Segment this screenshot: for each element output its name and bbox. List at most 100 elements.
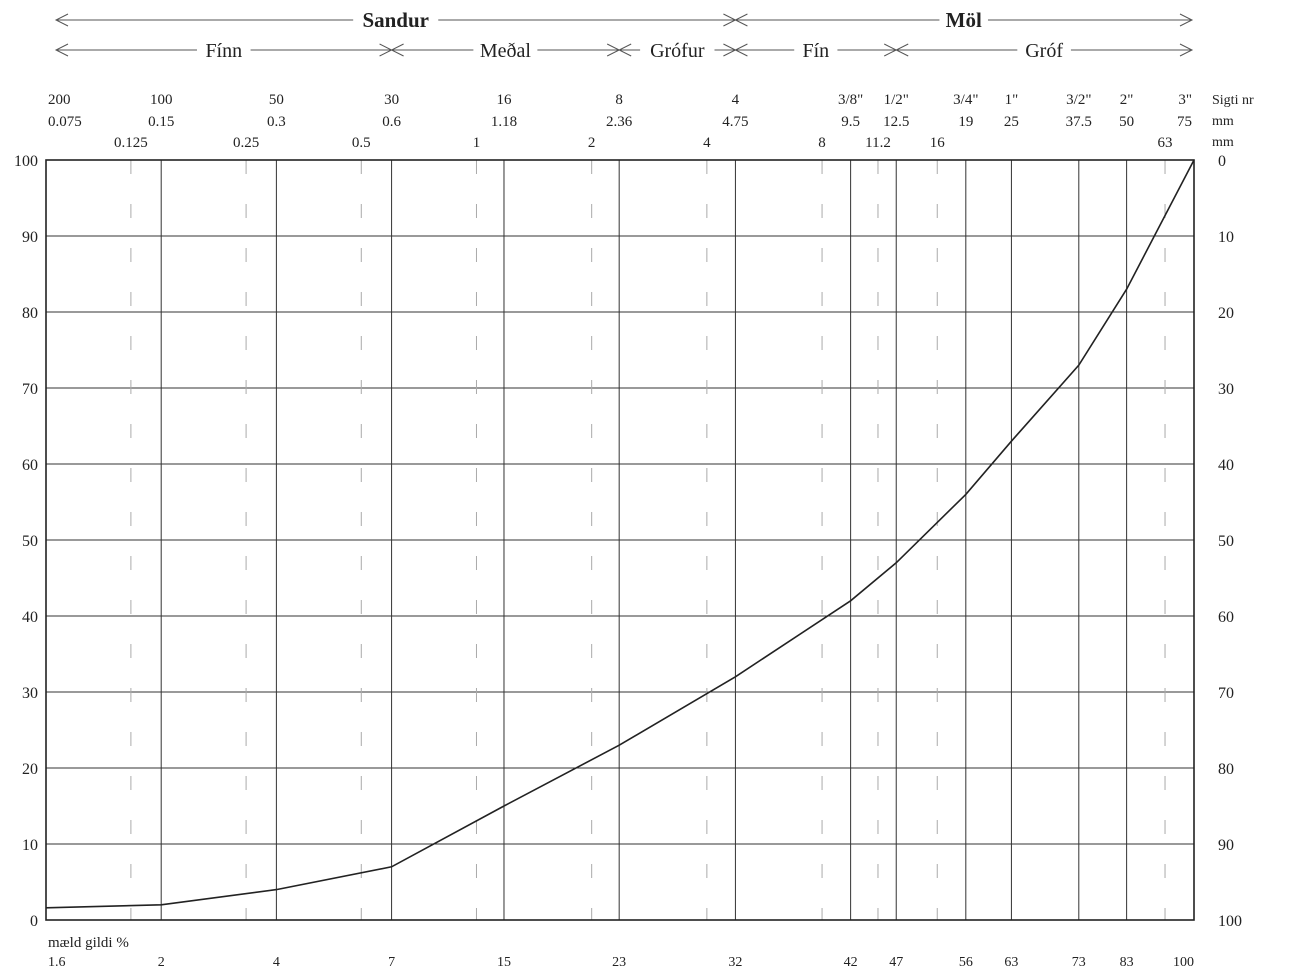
y-left-tick-label: 60 <box>22 457 38 474</box>
sieve-mm-label: 50 <box>1119 114 1134 130</box>
measured-values-label: mæld gildi % <box>48 935 129 951</box>
sieve-mm-label: 9.5 <box>841 114 860 130</box>
size-class-label: Fín <box>802 40 829 62</box>
size-class-label: Sandur <box>362 8 429 32</box>
sieve-mm-label-secondary: 11.2 <box>865 135 891 151</box>
sieve-number-label: 3" <box>1178 92 1192 108</box>
sieve-mm-label: 25 <box>1004 114 1019 130</box>
sieve-number-label: 2" <box>1120 92 1134 108</box>
sieve-number-label: 4 <box>732 92 740 108</box>
y-left-tick-label: 10 <box>22 837 38 854</box>
measured-value-label: 47 <box>889 955 903 970</box>
sieve-mm-label: 0.6 <box>382 114 401 130</box>
sieve-number-label: 8 <box>615 92 623 108</box>
size-class-band: Fín <box>734 40 898 62</box>
y-left-tick-label: 30 <box>22 685 38 702</box>
y-axes: 1009080706050403020100010203040506070809… <box>14 153 1242 930</box>
sieve-number-label: 1/2" <box>884 92 909 108</box>
y-left-tick-label: 50 <box>22 533 38 550</box>
sieve-mm-label-secondary: 16 <box>930 135 946 151</box>
measured-values: mæld gildi %1.6 2 4 7 15 23 32 42 47 56 63 73 83 100 <box>48 935 1194 970</box>
measured-value-label: 56 <box>959 955 973 970</box>
size-class-band: Gróf <box>895 40 1194 62</box>
arrow-right-icon <box>1179 13 1194 27</box>
size-class-band: Fínn <box>54 40 393 62</box>
arrow-right-icon <box>1179 43 1194 57</box>
sieve-mm-label: 37.5 <box>1066 114 1092 130</box>
sieve-mm-label: 0.15 <box>148 114 174 130</box>
sieve-number-label: 3/4" <box>953 92 978 108</box>
y-left-tick-label: 20 <box>22 761 38 778</box>
measured-value-label: 73 <box>1072 955 1086 970</box>
sieve-mm-label-secondary: 4 <box>703 135 711 151</box>
y-right-tick-label: 20 <box>1218 305 1234 322</box>
sieve-mm-label-secondary: 2 <box>588 135 596 151</box>
y-right-tick-label: 70 <box>1218 685 1234 702</box>
size-class-header: Sandur Möl Fínn Meðal Grófur Fín Gróf <box>54 8 1194 62</box>
measured-value-label: 83 <box>1120 955 1134 970</box>
size-class-label: Gróf <box>1025 40 1063 62</box>
y-right-tick-label: 60 <box>1218 609 1234 626</box>
sieve-number-label: 1" <box>1005 92 1019 108</box>
size-class-label: Fínn <box>205 40 242 62</box>
measured-value-label: 23 <box>612 955 626 970</box>
y-right-tick-label: 40 <box>1218 457 1234 474</box>
sieve-number-label: 16 <box>496 92 512 108</box>
y-right-tick-label: 100 <box>1218 913 1242 930</box>
sieve-mm-label-secondary: 0.5 <box>352 135 371 151</box>
sieve-mm-label: 4.75 <box>722 114 748 130</box>
sieve-mm-label-secondary: 0.125 <box>114 135 148 151</box>
sieve-mm-label-secondary: 8 <box>818 135 826 151</box>
y-right-tick-label: 0 <box>1218 153 1226 170</box>
plot-frame <box>45 159 1195 921</box>
y-right-tick-label: 50 <box>1218 533 1234 550</box>
sieve-number-label: 50 <box>269 92 284 108</box>
sieve-number-label: 3/2" <box>1066 92 1091 108</box>
y-right-tick-label: 90 <box>1218 837 1234 854</box>
sieve-mm-label: 2.36 <box>606 114 633 130</box>
arrow-left-icon <box>618 43 632 57</box>
sieve-mm-label: 0.3 <box>267 114 286 130</box>
right-header-label: mm <box>1212 114 1234 129</box>
y-left-tick-label: 90 <box>22 229 38 246</box>
sieve-mm-label-secondary: 63 <box>1158 135 1173 151</box>
size-class-band: Grófur <box>618 40 737 62</box>
y-right-tick-label: 10 <box>1218 229 1234 246</box>
y-right-tick-label: 80 <box>1218 761 1234 778</box>
sieve-number-label: 3/8" <box>838 92 863 108</box>
measured-value-label: 100 <box>1173 955 1194 970</box>
sieve-mm-label: 12.5 <box>883 114 909 130</box>
sieve-number-label: 100 <box>150 92 173 108</box>
size-class-label: Grófur <box>650 40 705 62</box>
grid <box>46 160 1194 920</box>
measured-value-label: 2 <box>158 955 165 970</box>
arrow-left-icon <box>734 13 748 27</box>
sieve-number-label: 200 <box>48 92 71 108</box>
y-right-tick-label: 30 <box>1218 381 1234 398</box>
size-class-label: Möl <box>946 8 982 32</box>
arrow-left-icon <box>54 43 69 57</box>
y-left-tick-label: 0 <box>30 913 38 930</box>
sieve-mm-label: 0.075 <box>48 114 82 130</box>
measured-value-label: 1.6 <box>48 955 66 970</box>
right-header-label: Sigti nr <box>1212 93 1254 108</box>
measured-value-label: 7 <box>388 955 395 970</box>
arrow-left-icon <box>390 43 404 57</box>
measured-value-label: 42 <box>844 955 858 970</box>
size-class-band: Meðal <box>390 40 621 62</box>
measured-value-label: 63 <box>1004 955 1018 970</box>
size-class-band: Möl <box>734 8 1194 32</box>
arrow-left-icon <box>54 13 69 27</box>
sieve-mm-label: 1.18 <box>491 114 517 130</box>
arrow-left-icon <box>734 43 748 57</box>
y-left-tick-label: 70 <box>22 381 38 398</box>
sieve-mm-label-secondary: 0.25 <box>233 135 259 151</box>
measured-value-label: 32 <box>728 955 742 970</box>
y-left-tick-label: 40 <box>22 609 38 626</box>
arrow-left-icon <box>895 43 909 57</box>
measured-value-label: 15 <box>497 955 511 970</box>
sieve-mm-label: 19 <box>958 114 973 130</box>
right-header-label: mm <box>1212 135 1234 150</box>
grading-curve <box>45 159 1195 909</box>
